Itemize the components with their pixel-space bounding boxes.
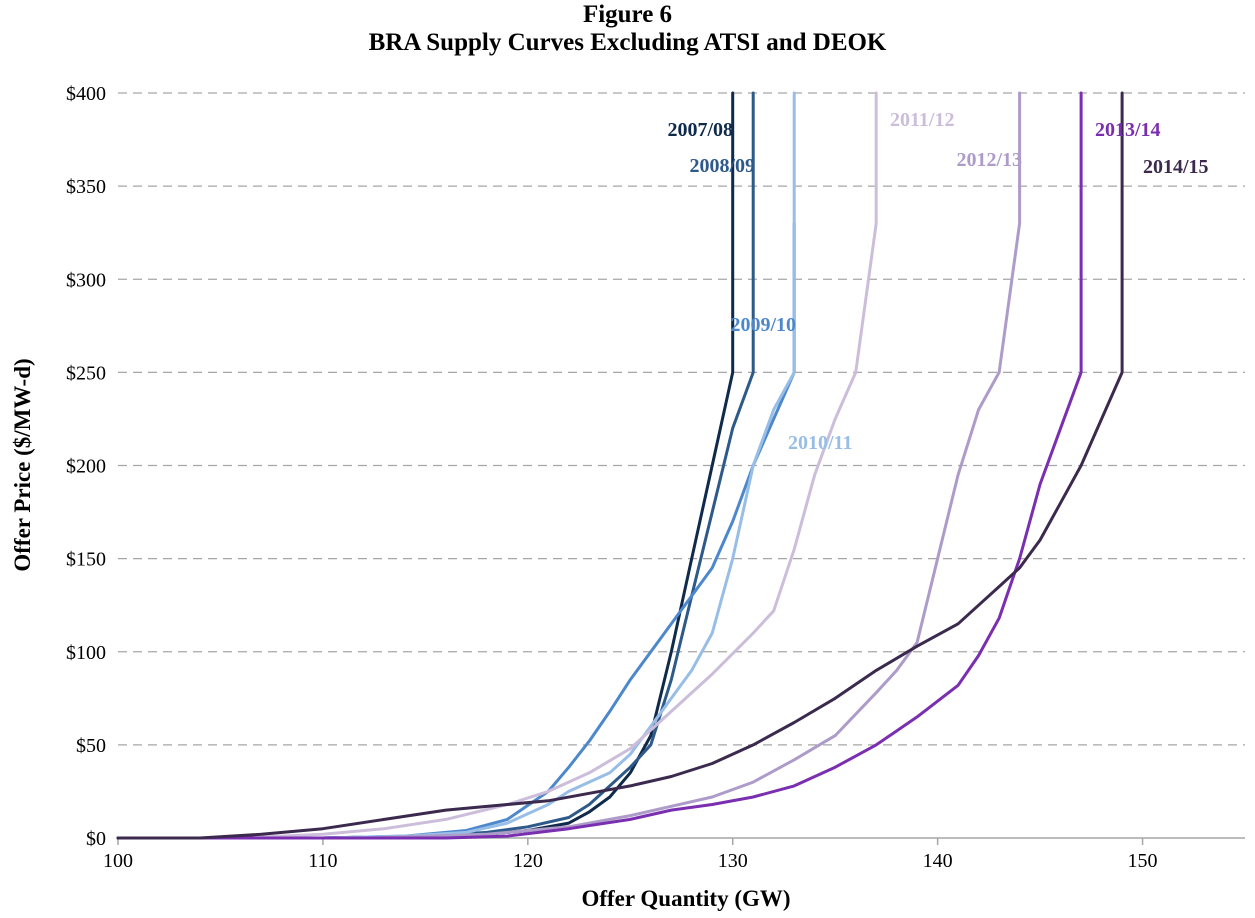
y-tick-label: $300 — [66, 269, 106, 291]
y-axis-title: Offer Price ($/MW-d) — [10, 358, 35, 571]
chart-title: BRA Supply Curves Excluding ATSI and DEO… — [368, 29, 887, 56]
series-label-2009-10: 2009/10 — [730, 314, 796, 336]
series-label-2010-11: 2010/11 — [788, 432, 852, 454]
x-tick-label: 140 — [923, 850, 953, 872]
series-lines — [116, 91, 1124, 840]
figure-label: Figure 6 — [582, 1, 673, 28]
x-tick-label: 130 — [718, 850, 748, 872]
y-tick-label: $150 — [66, 549, 106, 571]
series-label-2007-08: 2007/08 — [667, 119, 733, 141]
y-tick-label: $400 — [66, 83, 106, 105]
y-tick-label: $100 — [66, 642, 106, 664]
y-tick-label: $200 — [66, 456, 106, 478]
gridlines — [118, 92, 1245, 746]
series-line-2014-15 — [116, 91, 1124, 840]
series-label-2008-09: 2008/09 — [689, 155, 755, 177]
x-tick-label: 110 — [308, 850, 337, 872]
series-label-2014-15: 2014/15 — [1143, 156, 1209, 178]
y-tick-label: $250 — [66, 362, 106, 384]
series-line-2012-13 — [116, 91, 1022, 840]
x-axis-title: Offer Quantity (GW) — [581, 886, 790, 911]
y-tick-label: $350 — [66, 176, 106, 198]
series-line-2013-14 — [116, 91, 1083, 840]
series-label-2011-12: 2011/12 — [890, 109, 954, 131]
x-tick-label: 120 — [513, 850, 543, 872]
x-tick-label: 100 — [103, 850, 133, 872]
series-labels: 2007/08 2008/09 2009/10 2010/11 2011/122012/… — [667, 109, 1208, 454]
series-line-2009-10 — [116, 221, 796, 840]
x-tick-label: 150 — [1128, 850, 1158, 872]
y-tick-label: $0 — [86, 828, 106, 850]
tick-labels: $0 $50 $100 $150 $200 $250 $300 $350 $400 100 110 1… — [66, 83, 1158, 872]
series-line-2011-12 — [116, 91, 878, 840]
y-tick-label: $50 — [76, 735, 106, 757]
series-label-2013-14: 2013/14 — [1095, 119, 1161, 141]
series-label-2012-13: 2012/13 — [956, 149, 1022, 171]
